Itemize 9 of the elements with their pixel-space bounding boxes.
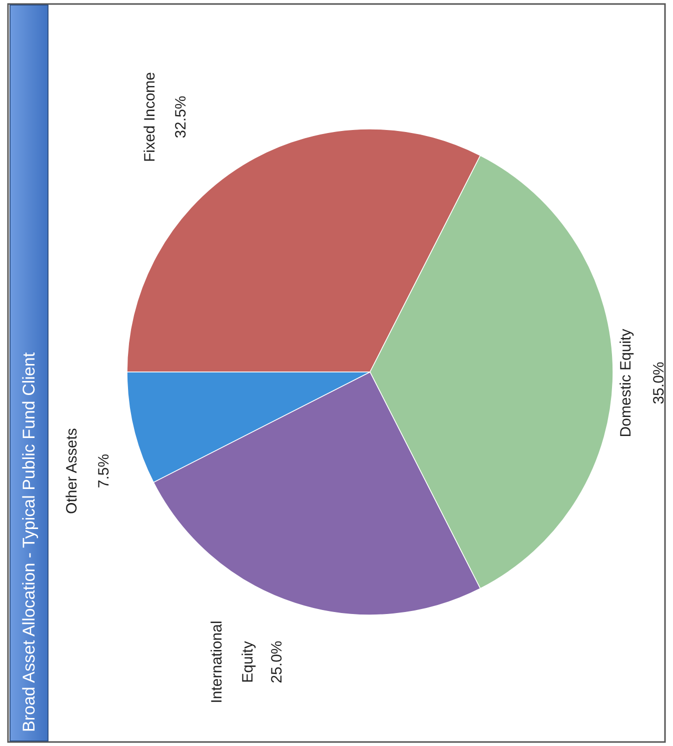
slice-label: Fixed Income [142, 72, 158, 162]
data-label: 35.0% [650, 362, 668, 404]
data-label: 7.5% [96, 454, 112, 488]
slice-label: Other Assets [64, 428, 80, 514]
text: Broad Asset Allocation - Typical Public Fund Client [20, 352, 38, 732]
slice-label: International Equity [208, 620, 256, 704]
slice-label: Domestic Equity [618, 328, 634, 438]
data-label: 32.5% [172, 96, 190, 138]
data-label: 25.0% [268, 640, 286, 684]
